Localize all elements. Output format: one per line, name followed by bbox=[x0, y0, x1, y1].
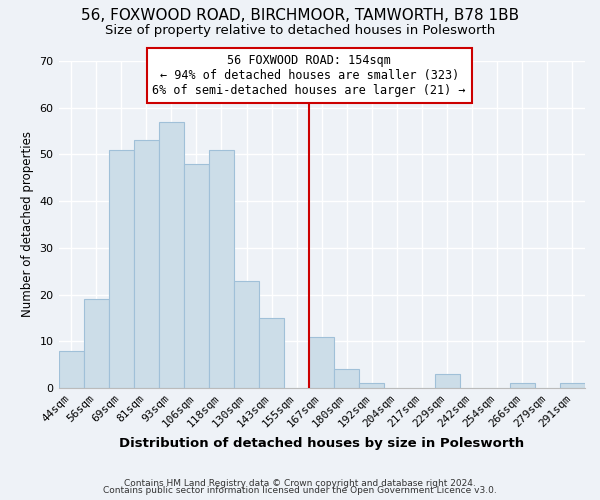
Bar bbox=[209, 150, 234, 388]
Bar bbox=[83, 299, 109, 388]
Bar bbox=[109, 150, 134, 388]
Bar bbox=[309, 336, 334, 388]
Text: Size of property relative to detached houses in Polesworth: Size of property relative to detached ho… bbox=[105, 24, 495, 37]
X-axis label: Distribution of detached houses by size in Polesworth: Distribution of detached houses by size … bbox=[119, 437, 524, 450]
Bar bbox=[259, 318, 284, 388]
Bar bbox=[359, 384, 385, 388]
Bar bbox=[134, 140, 159, 388]
Bar bbox=[334, 370, 359, 388]
Bar bbox=[234, 280, 259, 388]
Bar bbox=[159, 122, 184, 388]
Bar bbox=[184, 164, 209, 388]
Y-axis label: Number of detached properties: Number of detached properties bbox=[21, 132, 34, 318]
Bar bbox=[510, 384, 535, 388]
Text: 56, FOXWOOD ROAD, BIRCHMOOR, TAMWORTH, B78 1BB: 56, FOXWOOD ROAD, BIRCHMOOR, TAMWORTH, B… bbox=[81, 8, 519, 22]
Text: Contains HM Land Registry data © Crown copyright and database right 2024.: Contains HM Land Registry data © Crown c… bbox=[124, 478, 476, 488]
Bar bbox=[434, 374, 460, 388]
Bar bbox=[59, 350, 83, 388]
Bar bbox=[560, 384, 585, 388]
Text: 56 FOXWOOD ROAD: 154sqm
← 94% of detached houses are smaller (323)
6% of semi-de: 56 FOXWOOD ROAD: 154sqm ← 94% of detache… bbox=[152, 54, 466, 96]
Text: Contains public sector information licensed under the Open Government Licence v3: Contains public sector information licen… bbox=[103, 486, 497, 495]
